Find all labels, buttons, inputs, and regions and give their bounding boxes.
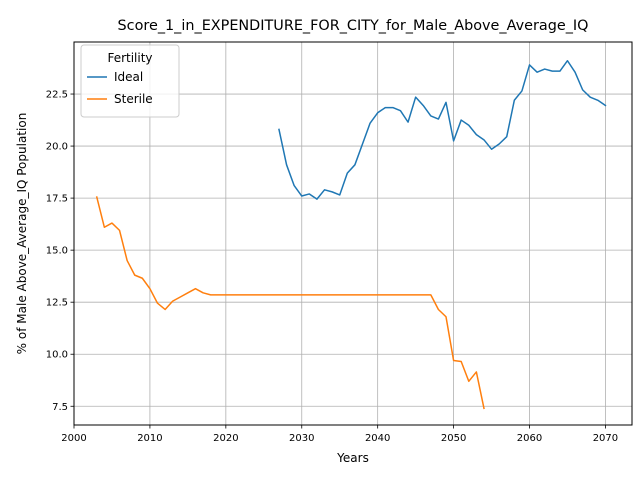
plot-lines bbox=[95, 59, 607, 410]
series-line-sterile bbox=[95, 196, 485, 410]
x-tick-label: 2050 bbox=[441, 433, 466, 444]
x-tick-label: 2070 bbox=[593, 433, 618, 444]
x-axis-label: Years bbox=[336, 451, 369, 465]
x-axis: 2000 2010 2020 2030 2040 2050 2060 2070 bbox=[61, 425, 618, 444]
chart-title: Score_1_in_EXPENDITURE_FOR_CITY_for_Male… bbox=[118, 18, 589, 34]
y-tick-label: 20.0 bbox=[46, 142, 68, 153]
series-line-ideal bbox=[278, 59, 607, 200]
y-tick-label: 15.0 bbox=[46, 246, 68, 257]
plot-frame bbox=[73, 41, 633, 426]
x-tick-label: 2040 bbox=[365, 433, 390, 444]
x-tick-label: 2020 bbox=[213, 433, 238, 444]
legend: Fertility Ideal Sterile bbox=[80, 44, 180, 118]
x-tick-label: 2030 bbox=[289, 433, 314, 444]
legend-label-ideal: Ideal bbox=[114, 70, 143, 84]
x-tick-label: 2000 bbox=[61, 433, 86, 444]
y-tick-label: 7.5 bbox=[52, 402, 68, 413]
y-tick-label: 10.0 bbox=[46, 350, 68, 361]
legend-title: Fertility bbox=[107, 51, 152, 65]
y-axis: 7.5 10.0 12.5 15.0 17.5 20.0 22.5 bbox=[46, 90, 74, 413]
y-tick-label: 17.5 bbox=[46, 194, 68, 205]
y-tick-label: 12.5 bbox=[46, 298, 68, 309]
y-axis-label: % of Male Above_Average_IQ Population bbox=[15, 113, 29, 355]
x-tick-label: 2060 bbox=[517, 433, 542, 444]
legend-label-sterile: Sterile bbox=[114, 92, 153, 106]
y-tick-label: 22.5 bbox=[46, 90, 68, 101]
x-tick-label: 2010 bbox=[137, 433, 162, 444]
